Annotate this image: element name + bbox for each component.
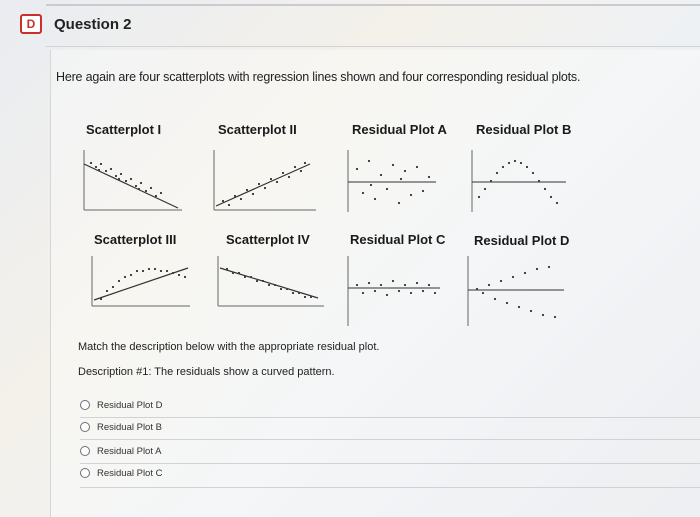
scatterplot-1-image xyxy=(83,150,182,211)
match-instruction: Match the description below with the app… xyxy=(78,341,380,353)
scatterplot-4-image xyxy=(217,256,324,307)
residual-plot-a-image xyxy=(347,150,436,212)
option-label: Residual Plot C xyxy=(97,467,163,479)
scatterplot-3-image xyxy=(91,256,190,307)
option-divider xyxy=(80,487,700,488)
option-label: Residual Plot B xyxy=(97,421,162,433)
header-divider xyxy=(46,46,700,47)
option-label: Residual Plot A xyxy=(97,445,162,457)
radio-circle-icon[interactable] xyxy=(80,422,90,432)
label-residual-d: Residual Plot D xyxy=(474,233,570,248)
radio-circle-icon[interactable] xyxy=(80,400,90,410)
residual-plot-b-image xyxy=(471,150,566,212)
option-divider xyxy=(80,463,700,464)
question-intro: Here again are four scatterplots with re… xyxy=(56,70,581,84)
label-residual-c: Residual Plot C xyxy=(350,232,446,247)
top-divider xyxy=(46,4,700,6)
option-divider xyxy=(80,439,700,440)
flag-icon[interactable]: D xyxy=(20,14,42,34)
question-title: Question 2 xyxy=(54,16,132,33)
label-scatterplot-4: Scatterplot IV xyxy=(226,232,310,247)
option-residual-plot-d[interactable]: Residual Plot D xyxy=(80,397,162,413)
option-residual-plot-c[interactable]: Residual Plot C xyxy=(80,465,162,481)
label-scatterplot-3: Scatterplot III xyxy=(94,232,177,247)
option-divider xyxy=(80,417,700,418)
description-text: Description #1: The residuals show a cur… xyxy=(78,366,335,378)
label-residual-a: Residual Plot A xyxy=(352,122,447,137)
residual-plot-c-image xyxy=(347,256,440,326)
option-residual-plot-a[interactable]: Residual Plot A xyxy=(80,443,161,459)
scatterplot-2-image xyxy=(213,150,316,211)
option-label: Residual Plot D xyxy=(97,399,163,411)
radio-circle-icon[interactable] xyxy=(80,446,90,456)
radio-circle-icon[interactable] xyxy=(80,468,90,478)
label-scatterplot-2: Scatterplot II xyxy=(218,122,297,137)
residual-plot-d-image xyxy=(467,256,564,326)
label-scatterplot-1: Scatterplot I xyxy=(86,122,162,137)
option-residual-plot-b[interactable]: Residual Plot B xyxy=(80,419,162,435)
label-residual-b: Residual Plot B xyxy=(476,122,572,137)
